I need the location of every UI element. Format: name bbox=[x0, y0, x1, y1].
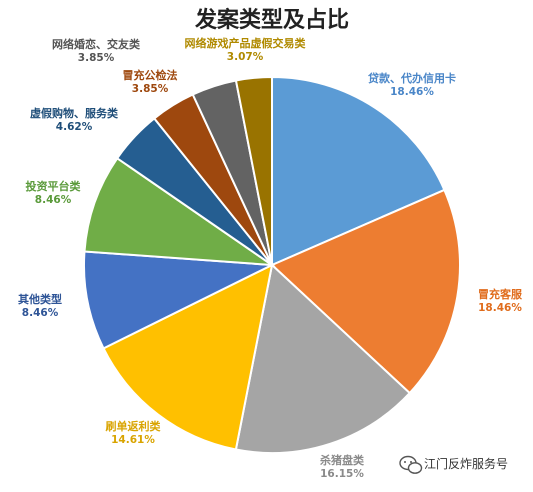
pie-slice-3 bbox=[234, 263, 412, 454]
slice-label-1: 贷款、代办信用卡 bbox=[368, 71, 456, 85]
pie-slices bbox=[83, 75, 462, 454]
slice-label-7: 虚假购物、服务类 bbox=[30, 106, 119, 120]
slice-label-3: 杀猪盘类 bbox=[320, 453, 365, 467]
slice-percent-1: 18.46% bbox=[390, 86, 434, 98]
slice-percent-7: 4.62% bbox=[56, 121, 93, 133]
slice-percent-10: 3.07% bbox=[227, 51, 264, 63]
pie-slice-4 bbox=[102, 263, 274, 451]
pie-slice-1 bbox=[271, 75, 446, 267]
pie-slice-6 bbox=[83, 156, 276, 267]
slice-label-6: 投资平台类 bbox=[26, 179, 82, 193]
slice-percent-2: 18.46% bbox=[478, 302, 522, 314]
slice-labels: 贷款、代办信用卡18.46%冒充客服18.46%杀猪盘类16.15%刷单返利类1… bbox=[18, 36, 523, 480]
slice-label-4: 刷单返利类 bbox=[106, 419, 162, 433]
pie-slice-10 bbox=[234, 75, 273, 266]
watermark-text: 江门反炸服务号 bbox=[424, 456, 508, 471]
slice-percent-9: 3.85% bbox=[78, 52, 115, 64]
slice-percent-3: 16.15% bbox=[320, 468, 364, 480]
wechat-icon bbox=[399, 455, 423, 474]
slice-label-2: 冒充客服 bbox=[478, 287, 523, 301]
watermark: 江门反炸服务号 bbox=[399, 455, 508, 474]
slice-label-10: 网络游戏产品虚假交易类 bbox=[185, 36, 307, 50]
slice-percent-4: 14.61% bbox=[111, 434, 155, 446]
slice-percent-8: 3.85% bbox=[132, 83, 169, 95]
slice-label-9: 网络婚恋、交友类 bbox=[52, 37, 141, 51]
pie-slice-5 bbox=[83, 250, 276, 350]
slice-percent-5: 8.46% bbox=[22, 307, 59, 319]
slice-percent-6: 8.46% bbox=[35, 194, 72, 206]
pie-slice-2 bbox=[270, 188, 462, 395]
chart-title: 发案类型及占比 bbox=[194, 7, 349, 33]
slice-label-5: 其他类型 bbox=[18, 292, 62, 306]
slice-label-8: 冒充公检法 bbox=[123, 68, 178, 82]
